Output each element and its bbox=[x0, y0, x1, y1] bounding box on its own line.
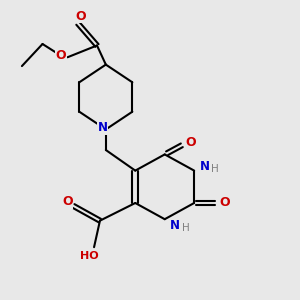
Text: N: N bbox=[170, 219, 180, 232]
Text: HO: HO bbox=[80, 251, 99, 261]
Text: O: O bbox=[62, 195, 73, 208]
Text: O: O bbox=[185, 136, 196, 149]
Text: O: O bbox=[76, 10, 86, 22]
Text: N: N bbox=[200, 160, 209, 173]
Text: H: H bbox=[212, 164, 219, 174]
Text: O: O bbox=[56, 49, 66, 62]
Text: H: H bbox=[182, 223, 190, 233]
Text: N: N bbox=[98, 122, 108, 134]
Text: O: O bbox=[219, 196, 230, 209]
